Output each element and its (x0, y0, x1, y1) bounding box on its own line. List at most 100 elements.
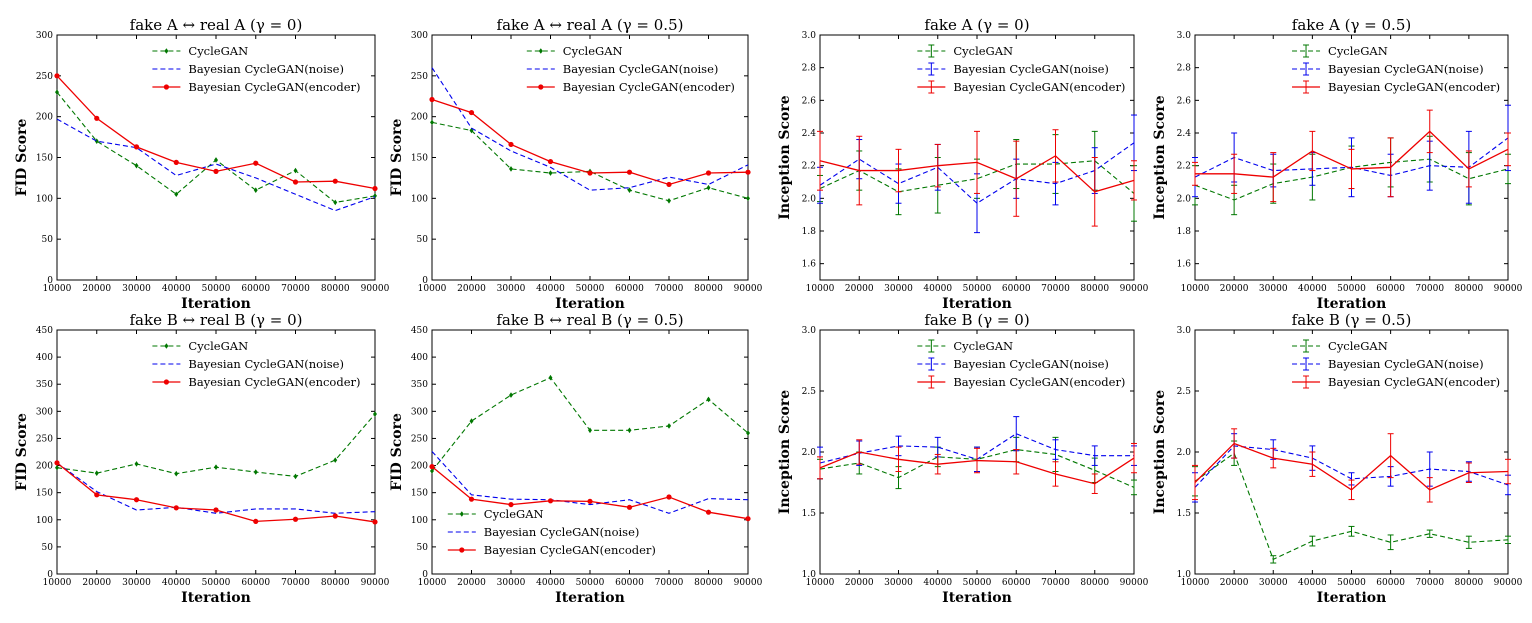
data-point (253, 187, 258, 193)
series-3 (429, 96, 751, 188)
data-point (214, 464, 218, 470)
x-tick-label: 10000 (1181, 578, 1210, 588)
x-tick-label: 70000 (1415, 578, 1444, 588)
y-tick-label: 1.5 (1177, 509, 1192, 519)
legend-item: CycleGAN (917, 339, 1013, 353)
legend-label: Bayesian CycleGAN(noise) (953, 357, 1109, 371)
data-point (372, 519, 378, 525)
legend-item: Bayesian CycleGAN(encoder) (917, 375, 1125, 389)
x-tick-label: 30000 (122, 284, 151, 294)
legend-label: Bayesian CycleGAN(encoder) (1328, 375, 1500, 389)
y-tick-label: 2.2 (1177, 162, 1191, 172)
x-axis-label: Iteration (942, 296, 1012, 312)
x-tick-label: 80000 (694, 578, 723, 588)
y-tick-label: 100 (36, 516, 53, 526)
y-tick-label: 200 (36, 462, 53, 472)
legend-item: Bayesian CycleGAN(encoder) (1292, 80, 1500, 94)
y-tick-label: 150 (36, 489, 53, 499)
legend-label: Bayesian CycleGAN(noise) (1328, 62, 1484, 76)
data-point (55, 89, 59, 95)
legend-item: Bayesian CycleGAN(encoder) (917, 80, 1125, 94)
legend-label: Bayesian CycleGAN(encoder) (1328, 80, 1500, 94)
x-tick-label: 20000 (457, 578, 486, 588)
y-tick-label: 2.0 (1177, 448, 1192, 458)
data-point (666, 494, 672, 500)
chart-panel-5: 0 50 100 150 200 250 300 350 400 450 10000 20000 300… (14, 311, 390, 606)
y-tick-label: 2.5 (802, 387, 817, 397)
y-tick-label: 2.4 (802, 129, 817, 139)
series-1 (55, 411, 377, 480)
legend-label: CycleGAN (188, 44, 248, 58)
data-point (214, 157, 218, 163)
chart-title: fake A (γ = 0.5) (1292, 16, 1411, 34)
series-3 (54, 73, 378, 192)
series-2 (431, 67, 749, 191)
legend: CycleGAN Bayesian CycleGAN(noise) Bayesian… (1292, 339, 1500, 389)
legend-item: Bayesian CycleGAN(noise) (152, 357, 344, 371)
y-axis-label: FID Score (14, 119, 30, 197)
series-1 (55, 89, 377, 206)
y-tick-label: 2.8 (802, 64, 817, 74)
x-tick-label: 20000 (82, 578, 111, 588)
data-point (94, 115, 100, 121)
data-point (468, 109, 475, 116)
y-tick-label: 0 (422, 276, 428, 286)
x-tick-label: 40000 (536, 578, 565, 588)
y-axis-label: Inception Score (777, 95, 793, 219)
legend-item: CycleGAN (526, 44, 623, 58)
legend-marker (538, 84, 544, 90)
y-tick-label: 2.0 (802, 194, 817, 204)
x-tick-label: 50000 (963, 284, 992, 294)
x-tick-label: 10000 (418, 284, 447, 294)
x-tick-label: 80000 (321, 284, 350, 294)
data-point (666, 181, 672, 188)
y-tick-label: 3.0 (1177, 326, 1192, 336)
chart-title: fake A (γ = 0) (924, 16, 1029, 34)
legend: CycleGAN Bayesian CycleGAN(noise) Bayesian… (526, 44, 735, 94)
legend-marker (538, 48, 543, 54)
x-tick-label: 50000 (202, 578, 231, 588)
legend-item: Bayesian CycleGAN(noise) (152, 62, 344, 76)
data-point (134, 162, 139, 169)
x-tick-label: 70000 (1041, 284, 1070, 294)
y-tick-label: 3.0 (802, 326, 817, 336)
y-axis-label: Inception Score (1152, 390, 1168, 514)
x-tick-label: 70000 (281, 578, 310, 588)
data-point (705, 170, 712, 176)
data-point (626, 169, 633, 175)
legend-label: Bayesian CycleGAN(encoder) (953, 80, 1125, 94)
series-line (56, 462, 376, 514)
chart-title: fake B (γ = 0.5) (1292, 311, 1412, 329)
x-tick-label: 70000 (1415, 284, 1444, 294)
y-tick-label: 300 (411, 407, 428, 417)
y-tick-label: 1.0 (1177, 570, 1192, 580)
x-axis-label: Iteration (181, 590, 251, 606)
data-point (94, 470, 99, 476)
data-point (745, 169, 751, 175)
series-3 (1192, 109, 1511, 203)
y-tick-label: 2.0 (1177, 194, 1192, 204)
x-tick-label: 90000 (361, 284, 390, 294)
data-point (667, 423, 671, 429)
legend-label: CycleGAN (484, 507, 544, 521)
x-tick-label: 20000 (845, 284, 874, 294)
data-point (509, 166, 513, 172)
y-tick-label: 100 (411, 516, 428, 526)
legend-item: Bayesian CycleGAN(encoder) (526, 80, 735, 94)
series-line (431, 67, 749, 191)
legend-item: Bayesian CycleGAN(encoder) (152, 80, 361, 94)
x-tick-label: 80000 (1455, 284, 1484, 294)
y-tick-label: 150 (36, 154, 53, 164)
x-tick-label: 60000 (241, 284, 270, 294)
data-point (54, 73, 60, 79)
data-point (332, 178, 338, 184)
legend: CycleGAN Bayesian CycleGAN(noise) Bayesian… (447, 507, 656, 557)
x-axis-label: Iteration (1317, 590, 1387, 606)
x-tick-label: 90000 (1120, 578, 1149, 588)
data-point (587, 170, 593, 176)
legend-item: CycleGAN (447, 507, 544, 521)
x-tick-label: 70000 (281, 284, 310, 294)
y-axis-label: Inception Score (777, 390, 793, 514)
series-line (431, 451, 749, 514)
